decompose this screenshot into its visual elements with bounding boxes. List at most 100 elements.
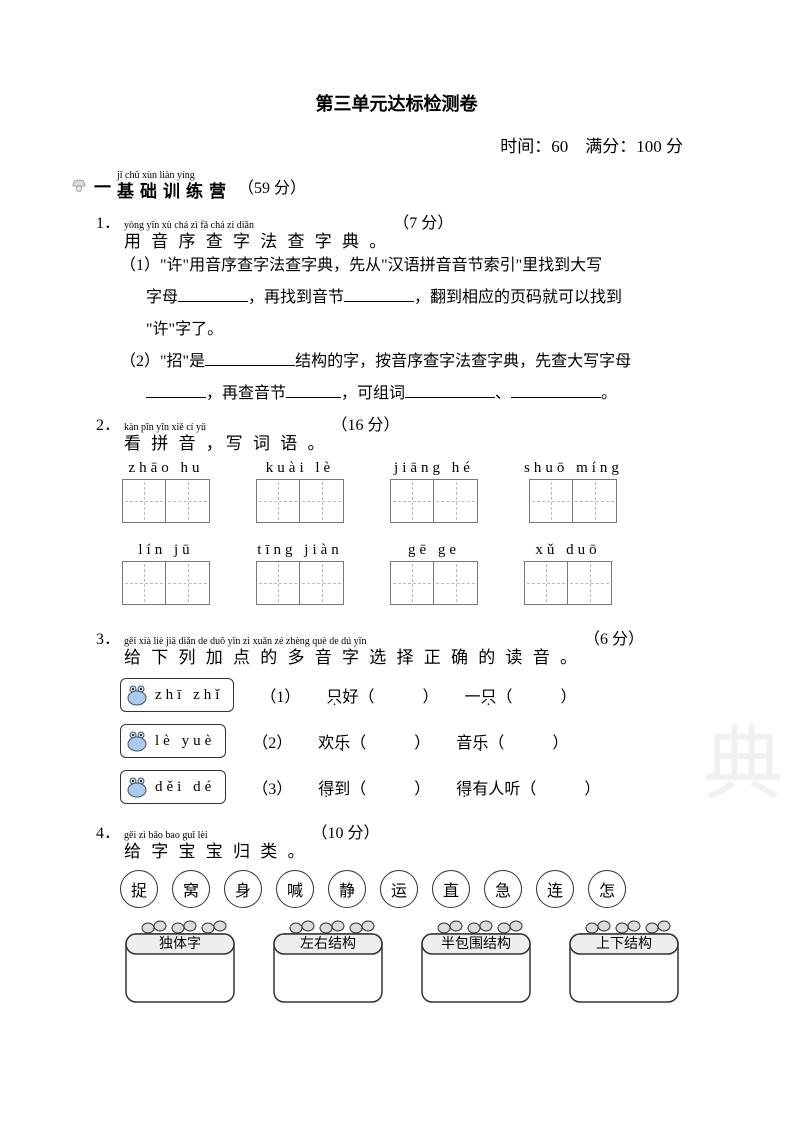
pinyin-item: jiāng hé [390,460,478,528]
char-box[interactable] [256,561,300,605]
char-box[interactable] [166,561,210,605]
section-score: （59 分） [238,174,306,198]
char-box[interactable] [122,561,166,605]
answer-paren[interactable]: （ ） [497,689,577,706]
char-box[interactable] [122,479,166,523]
section-1-head: 一 jī chǔ xùn liàn yíng 基础训练营 （59 分） [70,171,723,200]
pot[interactable]: 独体字 [120,918,240,1008]
q3-label: （2） [252,729,292,753]
q3-score: （6 分） [584,631,644,648]
q1-p2b-sep: 、 [495,385,511,402]
blank[interactable] [178,285,248,302]
char-box[interactable] [390,479,434,523]
pot[interactable]: 左右结构 [268,918,388,1008]
pinyin-item: zhāo hu [122,460,210,528]
char-box[interactable] [390,561,434,605]
mushroom-icon [70,177,88,195]
dotted-char: 乐 [472,735,488,752]
dotted-char: 只 [326,689,342,706]
answer-paren[interactable]: （ ） [488,735,568,752]
char-box[interactable] [568,561,612,605]
q3-pinyin: gěi xià liè jiā diǎn de duō yīn zì xuǎn … [124,637,366,647]
char-circle[interactable]: 连 [536,870,574,908]
section-pinyin: jī chǔ xùn liàn yíng [117,171,195,181]
q3-item: děi dé （3） 得到（ ） 得有人听（ ） [120,770,723,804]
q2-num: 2． [96,417,120,434]
q3-word1: 得到（ ） [318,775,430,799]
pot[interactable]: 上下结构 [564,918,684,1008]
char-box[interactable] [434,479,478,523]
q1-p1a: （1）"许"用音序查字法查字典，先从"汉语拼音音节索引"里找到大写 [120,250,723,282]
meta-line: 时间：60 满分：100 分 [70,132,723,157]
doc-title: 第三单元达标检测卷 [70,90,723,116]
blank[interactable] [511,381,601,398]
q3-word1: 只好（ ） [326,683,438,707]
full-value: 100 分 [636,137,683,156]
char-box[interactable] [524,561,568,605]
char-box[interactable] [300,561,344,605]
answer-paren[interactable]: （ ） [358,689,438,706]
q1-p2b-end: 。 [601,385,617,402]
pot-label: 左右结构 [300,936,356,952]
q2-ruby: kàn pīn yīn xiě cí yǔ 看 拼 音 ，写 词 语 。 [124,423,328,452]
pill-text: zhī zhǐ [155,687,223,704]
pot-label: 半包围结构 [441,936,511,952]
char-circle[interactable]: 直 [432,870,470,908]
q3-num: 3． [96,631,120,648]
pinyin-text: shuō míng [524,460,623,477]
q1-p2b-mid1: ，再查音节 [206,385,286,402]
q3-word2: 得有人听（ ） [456,775,600,799]
q4-pots: 独体字 左右结构 [120,918,723,1008]
char-circle[interactable]: 急 [484,870,522,908]
answer-paren[interactable]: （ ） [520,781,600,798]
char-box[interactable] [166,479,210,523]
char-box[interactable] [256,479,300,523]
pot-label: 上下结构 [596,936,652,952]
q1-p2b: ，再查音节，可组词、。 [146,378,723,410]
pinyin-text: jiāng hé [390,460,478,477]
q1-p2a-pre: （2）"招"是 [120,353,205,370]
answer-paren[interactable]: （ ） [350,735,430,752]
blank[interactable] [146,381,206,398]
time-value: 60 [551,137,568,156]
char-circle[interactable]: 运 [380,870,418,908]
char-box[interactable] [529,479,573,523]
q1-p1b-mid: ，再找到音节 [248,289,344,306]
answer-paren[interactable]: （ ） [350,781,430,798]
dotted-char: 得 [456,781,472,798]
char-circle[interactable]: 怎 [588,870,626,908]
blank[interactable] [344,285,414,302]
q1-p1b-pre: 字母 [146,289,178,306]
q3-title: 给 下 列 加 点 的 多 音 字 选 择 正 确 的 读 音 。 [124,649,580,666]
q4-chars: 捉 窝 身 喊 静 运 直 急 连 怎 [120,870,723,908]
pot[interactable]: 半包围结构 [416,918,536,1008]
char-box[interactable] [300,479,344,523]
char: 有人听 [472,781,520,798]
char-circle[interactable]: 捉 [120,870,158,908]
q3-item: lè yuè （2） 欢乐（ ） 音乐（ ） [120,724,723,758]
q1-ruby: yòng yīn xù chá zì fǎ chá zì diǎn 用 音 序 … [124,221,389,250]
q2-pinyin: kàn pīn yīn xiě cí yǔ [124,423,206,433]
q4-pinyin: gěi zì bǎo bao guī lèi [124,831,208,841]
q1-pinyin: yòng yīn xù chá zì fǎ chá zì diǎn [124,221,254,231]
page: 第三单元达标检测卷 时间：60 满分：100 分 一 jī chǔ xùn li… [0,0,793,1122]
char-box[interactable] [434,561,478,605]
q2-title: 看 拼 音 ，写 词 语 。 [124,435,328,452]
q4-title: 给 字 宝 宝 归 类 。 [124,843,308,860]
full-label: 满分： [585,137,636,156]
char-box[interactable] [573,479,617,523]
char-circle[interactable]: 喊 [276,870,314,908]
q3-word2: 音乐（ ） [456,729,568,753]
section-title-ruby: jī chǔ xùn liàn yíng 基础训练营 [117,171,232,200]
char-circle[interactable]: 身 [224,870,262,908]
blank[interactable] [205,349,295,366]
char-circle[interactable]: 静 [328,870,366,908]
pinyin-pill: děi dé [120,770,226,804]
pinyin-text: kuài lè [256,460,344,477]
q3-word1: 欢乐（ ） [318,729,430,753]
blank[interactable] [286,381,341,398]
char-circle[interactable]: 窝 [172,870,210,908]
blank[interactable] [405,381,495,398]
q1-score: （7 分） [393,215,453,232]
pinyin-pill: zhī zhǐ [120,678,234,712]
